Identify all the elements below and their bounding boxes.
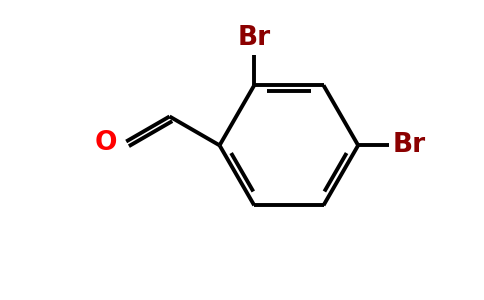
Text: Br: Br	[238, 25, 271, 51]
Text: O: O	[94, 130, 117, 156]
Text: Br: Br	[393, 132, 426, 158]
